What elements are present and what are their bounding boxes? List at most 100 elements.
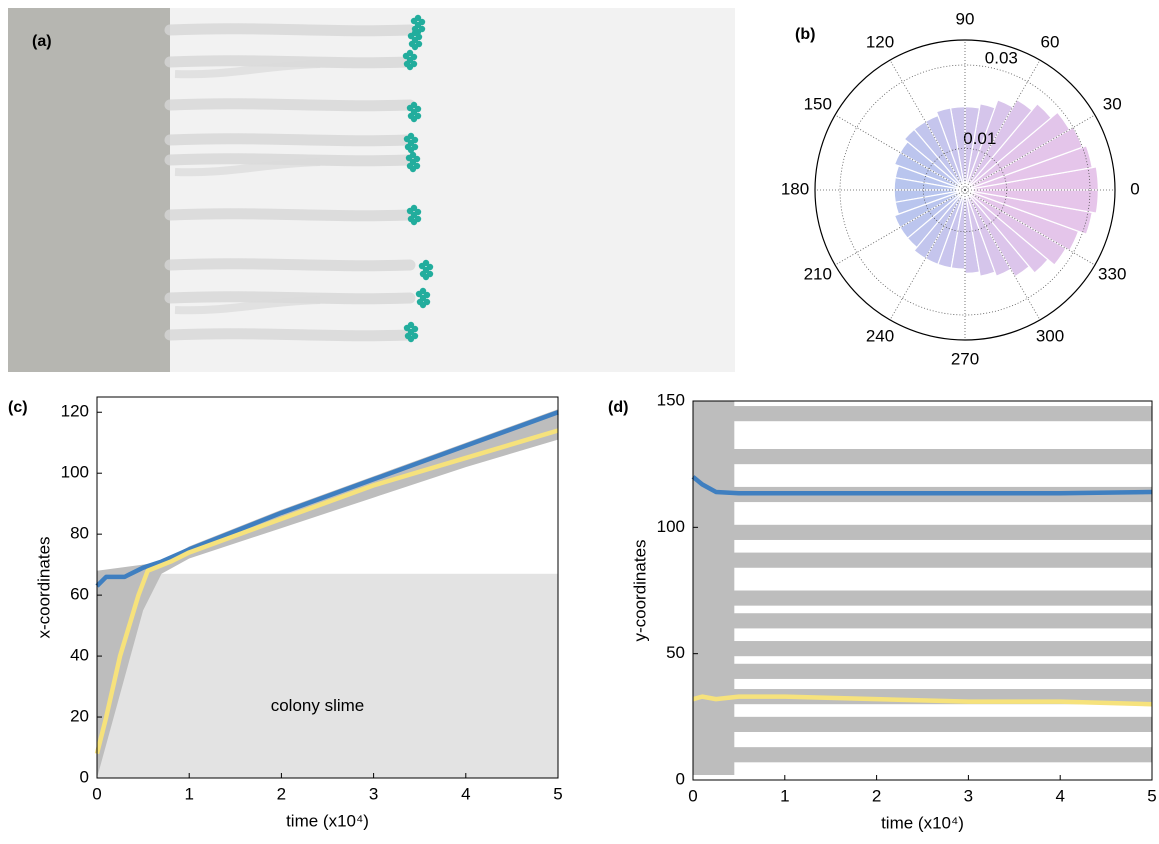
track xyxy=(164,98,416,112)
rose-bar xyxy=(964,103,996,191)
angular-grid xyxy=(889,59,966,191)
x-tick-label: 4 xyxy=(461,784,470,803)
cell xyxy=(422,273,430,281)
cell xyxy=(426,263,434,271)
panel-label: (c) xyxy=(8,399,28,416)
angular-tick-label: 300 xyxy=(1036,327,1064,346)
track xyxy=(164,208,416,222)
track xyxy=(164,23,416,37)
shade-region xyxy=(97,573,558,778)
x-tick-label: 3 xyxy=(369,784,378,803)
cell xyxy=(410,204,418,212)
cell xyxy=(419,287,427,295)
cell xyxy=(406,63,414,71)
trajectory-stripe xyxy=(693,747,1152,763)
cell xyxy=(418,18,426,26)
cell xyxy=(410,53,418,61)
series-line xyxy=(691,475,1153,496)
cell xyxy=(413,155,421,163)
x-tick-label: 0 xyxy=(92,784,101,803)
angular-tick-label: 240 xyxy=(866,327,894,346)
series-line xyxy=(95,410,559,588)
cell xyxy=(406,49,414,57)
cell xyxy=(411,136,419,144)
track xyxy=(164,258,416,272)
track xyxy=(164,133,416,147)
cell xyxy=(409,165,417,173)
trajectory-stripe xyxy=(693,716,1152,732)
y-tick-label: 0 xyxy=(80,767,89,786)
angular-tick-label: 30 xyxy=(1103,94,1122,113)
radial-tick-label: 0.03 xyxy=(985,49,1018,68)
plot-frame xyxy=(692,400,1153,781)
cell xyxy=(407,335,415,343)
y-tick-label: 0 xyxy=(676,769,685,788)
x-tick-label: 2 xyxy=(277,784,286,803)
y-tick-label: 20 xyxy=(70,707,89,726)
track xyxy=(164,328,416,342)
cell xyxy=(411,29,419,37)
cell xyxy=(407,132,415,140)
rose-bar xyxy=(964,102,1053,191)
cell xyxy=(409,151,417,159)
track xyxy=(174,60,321,79)
angular-grid xyxy=(964,114,1096,191)
angular-tick-label: 210 xyxy=(804,264,832,283)
trajectory-stripe xyxy=(693,663,1152,679)
angular-tick-label: 60 xyxy=(1041,32,1060,51)
cell xyxy=(411,43,419,51)
cell xyxy=(422,259,430,267)
trajectory-stripe xyxy=(693,552,1152,568)
radial-tick-label: 0.01 xyxy=(963,129,996,148)
x-axis-label: time (x10⁴) xyxy=(286,811,369,830)
rose-bar xyxy=(964,98,1033,191)
rose-bar xyxy=(903,128,966,191)
x-tick-label: 2 xyxy=(872,786,881,805)
cell xyxy=(414,14,422,22)
track xyxy=(174,158,321,177)
x-tick-label: 1 xyxy=(184,784,193,803)
angular-grid xyxy=(964,59,1041,191)
snapshot xyxy=(164,14,434,343)
panel-label: (b) xyxy=(795,26,815,43)
cell xyxy=(411,325,419,333)
x-tick-label: 5 xyxy=(1147,786,1156,805)
trajectory-stripe xyxy=(693,590,1152,606)
angular-tick-label: 150 xyxy=(804,94,832,113)
x-tick-label: 0 xyxy=(688,786,697,805)
angular-grid xyxy=(964,189,1096,266)
y-tick-label: 80 xyxy=(70,524,89,543)
y-axis-label: y-coordinates xyxy=(630,539,649,641)
y-tick-label: 50 xyxy=(666,643,685,662)
cell xyxy=(423,291,431,299)
radial-grid xyxy=(922,147,1008,233)
trajectory-stripe xyxy=(693,406,1152,422)
track xyxy=(174,296,321,315)
y-axis-label: x-coordinates xyxy=(34,536,53,638)
cell xyxy=(410,218,418,226)
trajectory-stripe xyxy=(693,524,1152,540)
radial-grid xyxy=(839,64,1091,316)
x-tick-label: 3 xyxy=(964,786,973,805)
cell xyxy=(410,115,418,123)
angular-tick-label: 180 xyxy=(781,179,809,198)
angular-grid xyxy=(889,189,966,321)
cell xyxy=(415,33,423,41)
polar-frame xyxy=(814,39,1116,341)
y-tick-label: 60 xyxy=(70,585,89,604)
x-tick-label: 5 xyxy=(553,784,562,803)
cell xyxy=(414,208,422,216)
panel-label: (a) xyxy=(32,33,52,50)
angular-grid xyxy=(964,189,1041,321)
x-axis-label: time (x10⁴) xyxy=(881,813,964,832)
cell xyxy=(410,101,418,109)
y-tick-label: 40 xyxy=(70,646,89,665)
rose-bar xyxy=(964,189,1099,214)
cell xyxy=(407,321,415,329)
cell xyxy=(414,105,422,113)
angular-tick-label: 270 xyxy=(951,349,979,368)
angular-tick-label: 330 xyxy=(1098,264,1126,283)
y-tick-label: 100 xyxy=(61,463,89,482)
angular-grid xyxy=(834,189,966,266)
